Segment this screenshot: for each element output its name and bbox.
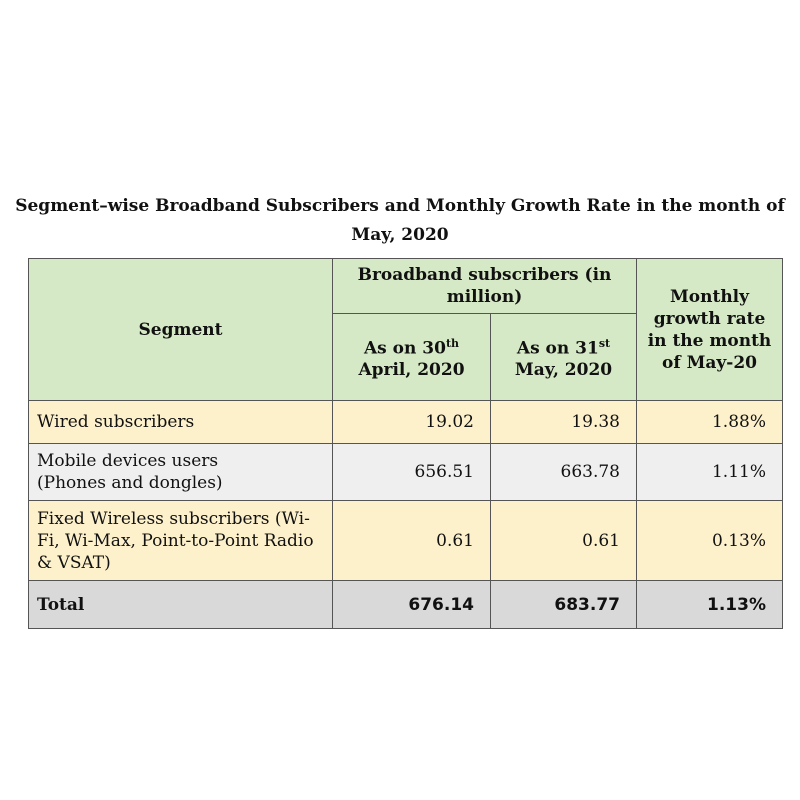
cell: 663.78 xyxy=(490,443,637,501)
cell: 0.13% xyxy=(636,500,783,581)
header-cell: Monthly growth rate in the month of May-… xyxy=(636,258,783,401)
cell: Wired subscribers xyxy=(28,400,333,444)
cell: 676.14 xyxy=(332,580,491,629)
header-row: Segment Broadband subscribers (in millio… xyxy=(28,258,783,401)
header-cell: As on 30th April, 2020 xyxy=(332,313,491,401)
cell: 19.38 xyxy=(490,400,637,444)
superscript: st xyxy=(598,336,611,350)
data-table: Segment Broadband subscribers (in millio… xyxy=(28,258,783,629)
cell: 0.61 xyxy=(332,500,491,581)
cell: 19.02 xyxy=(332,400,491,444)
header-cell: Segment xyxy=(28,258,333,401)
header-cell: Broadband subscribers (in million) xyxy=(332,258,637,314)
cell: 1.88% xyxy=(636,400,783,444)
header-cell: As on 31st May, 2020 xyxy=(490,313,637,401)
table-row: Mobile devices users (Phones and dongles… xyxy=(28,443,783,501)
cell: 1.13% xyxy=(636,580,783,629)
cell: Mobile devices users (Phones and dongles… xyxy=(28,443,333,501)
header-text: As on 31 xyxy=(516,338,599,359)
table-title: Segment–wise Broadband Subscribers and M… xyxy=(0,192,800,250)
title-text: Segment–wise Broadband Subscribers and M… xyxy=(15,196,785,245)
header-text: April, 2020 xyxy=(358,360,465,381)
cell: 683.77 xyxy=(490,580,637,629)
table-row: Wired subscribers 19.02 19.38 1.88% xyxy=(28,400,783,444)
header-text: As on 30 xyxy=(363,338,446,359)
cell: 1.11% xyxy=(636,443,783,501)
header-text: May, 2020 xyxy=(514,360,613,381)
header-row: As on 30th April, 2020 As on 31st May, 202… xyxy=(29,313,783,401)
cell: 656.51 xyxy=(332,443,491,501)
cell: Fixed Wireless subscribers (Wi-Fi, Wi-Ma… xyxy=(28,500,333,581)
table-row: Fixed Wireless subscribers (Wi-Fi, Wi-Ma… xyxy=(28,500,783,581)
cell: 0.61 xyxy=(490,500,637,581)
cell: Total xyxy=(28,580,333,629)
total-row: Total 676.14 683.77 1.13% xyxy=(28,580,783,629)
superscript: th xyxy=(445,336,460,350)
